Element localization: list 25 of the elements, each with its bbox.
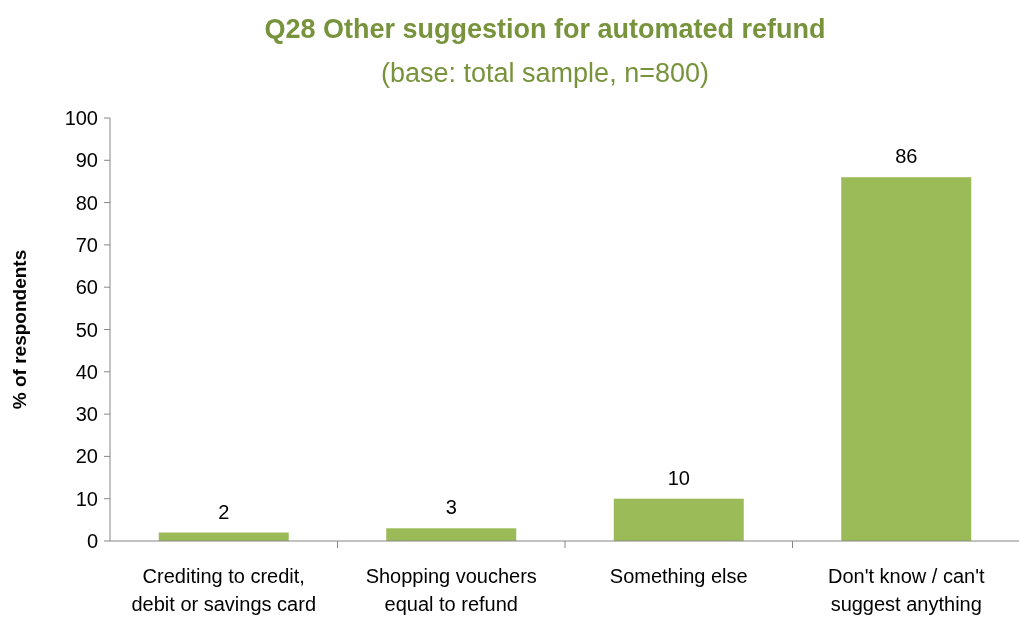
y-tick-label: 90 [75,149,98,172]
y-tick-label: 60 [75,276,98,299]
y-tick-label: 100 [64,107,98,129]
y-tick-label: 30 [75,403,98,426]
chart-title: Q28 Other suggestion for automated refund [264,14,826,44]
x-tick-label: Crediting to credit, debit or savings card [131,565,317,615]
x-tick-label: Something else [609,565,748,587]
data-label: 86 [895,145,918,168]
y-tick-label: 40 [75,360,98,383]
data-label: 3 [445,496,457,519]
y-tick-label: 50 [75,318,98,341]
y-axis-title: % of respondents [9,249,30,410]
x-tick-label: Don't know / can't suggest anything [827,565,985,615]
y-tick-label: 20 [75,445,98,468]
data-label: 10 [667,466,690,489]
bar [841,177,972,541]
chart-subtitle: (base: total sample, n=800) [381,58,709,88]
x-tick-label: Shopping vouchers equal to refund [365,565,537,615]
y-tick-label: 80 [75,191,98,214]
y-tick-label: 10 [75,487,98,510]
bar [613,498,744,541]
data-label: 2 [218,500,230,523]
bar [386,528,517,541]
y-tick-label: 0 [86,530,98,552]
y-tick-label: 70 [75,233,98,256]
